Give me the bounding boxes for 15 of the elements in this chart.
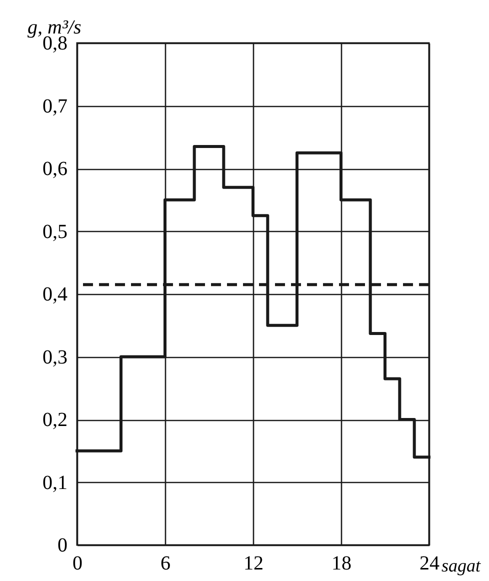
y-tick-label: 0,4 <box>42 284 68 306</box>
y-tick-label: 0,3 <box>42 346 68 368</box>
x-tick-label: 0 <box>72 552 82 574</box>
x-axis-title: sagat <box>442 556 482 576</box>
x-tick-label: 12 <box>244 552 264 574</box>
x-tick-label: 24 <box>420 552 440 574</box>
y-tick-label: 0 <box>58 534 68 556</box>
x-tick-label: 18 <box>332 552 352 574</box>
y-tick-label: 0,6 <box>42 158 68 180</box>
y-tick-label: 0,2 <box>42 409 68 431</box>
x-tick-label: 6 <box>160 552 170 574</box>
y-tick-label: 0,5 <box>42 220 68 243</box>
y-tick-label: 0,8 <box>42 32 68 54</box>
y-tick-label: 0,1 <box>42 472 68 494</box>
y-tick-label: 0,7 <box>42 95 68 118</box>
